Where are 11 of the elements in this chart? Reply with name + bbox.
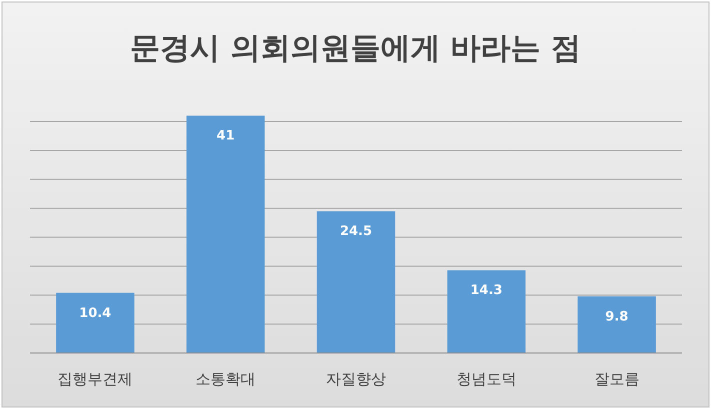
x-tick-label: 청념도덕 <box>456 370 516 388</box>
x-tick-label: 잘모름 <box>594 370 640 388</box>
data-label: 24.5 <box>340 224 372 240</box>
data-label: 9.8 <box>605 309 628 324</box>
x-tick-label: 집행부견제 <box>58 370 133 388</box>
x-tick-label: 소통확대 <box>196 370 256 388</box>
data-label: 14.3 <box>470 283 502 298</box>
data-label: 41 <box>216 128 235 144</box>
chart-title: 문경시 의회의원들에게 바라는 점 <box>130 31 582 66</box>
data-label: 10.4 <box>79 306 112 321</box>
x-tick-label: 자질향상 <box>326 370 386 388</box>
